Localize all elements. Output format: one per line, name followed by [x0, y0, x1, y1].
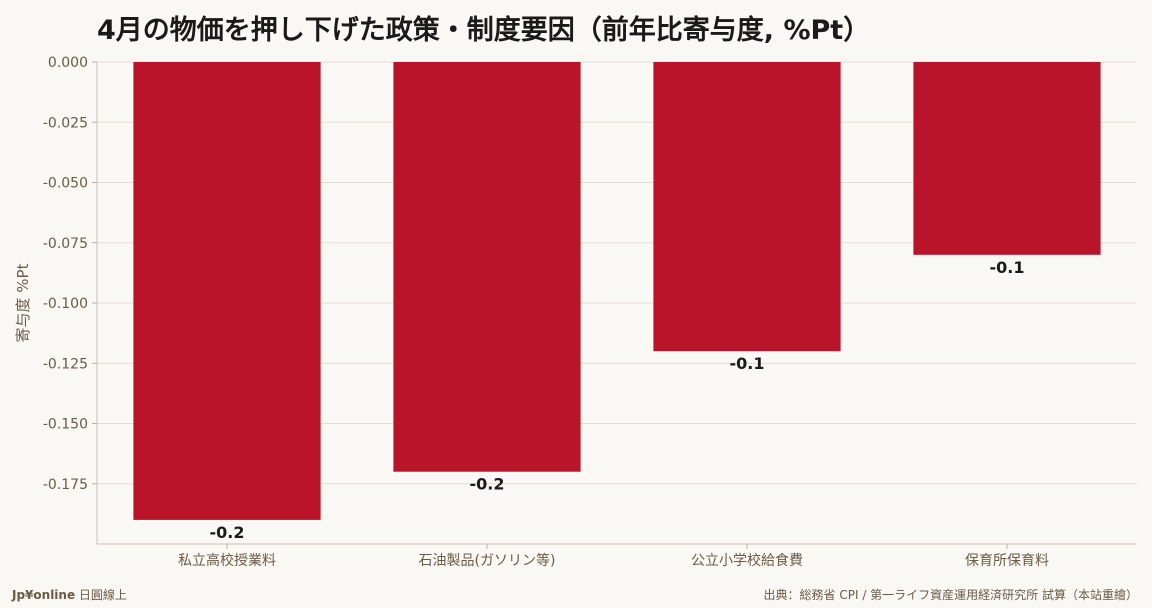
x-tick-label: 保育所保育料	[965, 553, 1049, 569]
y-tick-label: -0.150	[43, 417, 88, 433]
y-tick-label: -0.025	[43, 115, 88, 131]
x-tick-label: 公立小学校給食費	[691, 552, 803, 569]
y-axis-label: 寄与度 %Pt	[14, 263, 32, 342]
y-tick-label: -0.125	[43, 356, 88, 372]
bar-data-label: -0.1	[730, 354, 765, 373]
chart-title: 4月の物価を押し下げた政策・制度要因（前年比寄与度, %Pt）	[97, 15, 871, 46]
brand-name: Jp¥online	[12, 588, 76, 602]
bar-data-label: -0.1	[990, 258, 1025, 277]
brand-suffix: 日圓線上	[75, 588, 127, 602]
y-tick-label: -0.075	[43, 236, 88, 252]
bar	[133, 62, 321, 520]
bar	[913, 62, 1101, 255]
brand-label: Jp¥online 日圓線上	[12, 586, 127, 603]
x-tick-label: 私立高校授業料	[178, 552, 276, 569]
y-tick-label: -0.050	[43, 176, 88, 192]
y-tick-label: -0.100	[43, 296, 88, 312]
x-tick-label: 石油製品(ガソリン等)	[419, 552, 556, 569]
bar-data-label: -0.2	[470, 475, 505, 494]
y-tick-label: -0.175	[43, 477, 88, 493]
source-note: 出典：総務省 CPI / 第一ライフ資産運用経済研究所 試算（本站重繪）	[763, 588, 1138, 602]
bar	[653, 62, 841, 352]
bar	[393, 62, 581, 472]
bar-data-label: -0.2	[210, 523, 245, 542]
y-tick-label: 0.000	[48, 55, 88, 71]
